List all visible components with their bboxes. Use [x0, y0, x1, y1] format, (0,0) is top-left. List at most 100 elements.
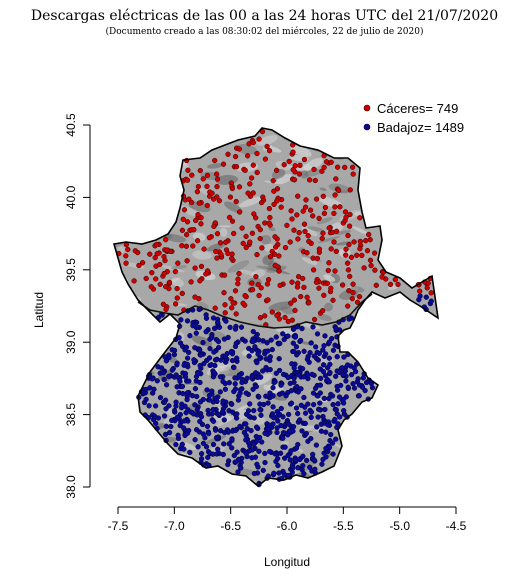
strike-point-caceres: [172, 268, 179, 275]
terrain-shade: [356, 406, 381, 418]
strike-point-badajoz: [214, 451, 220, 457]
strike-point-badajoz: [211, 349, 217, 355]
strike-point-caceres: [157, 281, 163, 288]
strike-point-badajoz: [252, 344, 258, 350]
strike-point-badajoz: [286, 421, 292, 427]
strike-point-badajoz: [293, 405, 300, 411]
strike-point-badajoz: [205, 407, 211, 414]
terrain-shade: [114, 377, 121, 391]
terrain-shade: [124, 416, 144, 425]
terrain-shade: [396, 464, 420, 473]
terrain-shade: [397, 340, 413, 352]
strike-point-caceres: [157, 261, 163, 268]
strike-point-caceres: [135, 249, 141, 256]
strike-point-caceres: [214, 231, 221, 237]
strike-point-caceres: [229, 218, 236, 224]
strike-point-caceres: [266, 148, 273, 154]
strike-point-caceres: [175, 260, 181, 266]
strike-point-badajoz: [238, 324, 245, 330]
strike-point-caceres: [274, 312, 280, 319]
strike-point-caceres: [326, 260, 332, 266]
strike-point-badajoz: [285, 452, 291, 459]
strike-point-caceres: [328, 159, 334, 165]
strike-point-caceres: [214, 183, 220, 190]
terrain-shade: [386, 398, 411, 402]
strike-point-badajoz: [317, 375, 324, 382]
strike-point-caceres: [356, 294, 363, 300]
strike-point-caceres: [357, 215, 363, 221]
strike-point-badajoz: [263, 393, 269, 399]
strike-point-badajoz: [184, 318, 191, 324]
strike-point-badajoz: [320, 456, 326, 463]
y-tick-label: 39.5: [64, 258, 78, 282]
strike-point-badajoz: [319, 461, 325, 467]
strike-point-badajoz: [204, 423, 211, 430]
strike-point-badajoz: [192, 386, 199, 392]
strike-point-badajoz: [280, 331, 286, 337]
strike-point-badajoz: [322, 406, 328, 413]
terrain-shade: [317, 314, 332, 322]
strike-point-badajoz: [270, 393, 276, 399]
strike-point-caceres: [368, 262, 374, 269]
strike-point-badajoz: [280, 414, 286, 420]
strike-point-caceres: [222, 310, 228, 316]
strike-point-badajoz: [274, 429, 280, 436]
strike-point-caceres: [164, 247, 170, 253]
strike-point-badajoz: [237, 423, 243, 430]
strike-point-caceres: [191, 227, 197, 233]
strike-point-caceres: [183, 232, 190, 238]
terrain-shade: [425, 213, 438, 223]
y-tick-label: 40.0: [64, 185, 78, 209]
terrain-shade: [135, 152, 159, 164]
strike-point-badajoz: [161, 399, 167, 406]
strike-point-caceres: [417, 288, 423, 294]
strike-point-badajoz: [256, 337, 262, 343]
strike-point-caceres: [251, 211, 257, 217]
strike-point-badajoz: [288, 400, 295, 406]
strike-point-caceres: [284, 222, 290, 229]
terrain-shade: [192, 250, 212, 260]
terrain-shade: [114, 155, 131, 160]
terrain-shade: [351, 226, 371, 236]
strike-point-badajoz: [355, 376, 361, 382]
legend-marker-badajoz: [363, 123, 371, 131]
strike-point-caceres: [350, 171, 356, 177]
strike-point-caceres: [194, 189, 201, 195]
terrain-shade: [307, 226, 324, 232]
strike-point-badajoz: [311, 457, 317, 463]
strike-point-caceres: [345, 267, 352, 273]
terrain-shade: [430, 324, 438, 337]
strike-point-badajoz: [290, 465, 296, 471]
strike-point-caceres: [203, 271, 209, 277]
strike-point-badajoz: [291, 348, 297, 355]
strike-point-badajoz: [215, 411, 221, 417]
strike-point-caceres: [325, 267, 331, 274]
strike-point-badajoz: [330, 347, 337, 353]
strike-point-caceres: [212, 157, 218, 164]
strike-point-badajoz: [154, 378, 160, 384]
strike-point-badajoz: [363, 379, 370, 386]
terrain-shade: [114, 367, 116, 371]
strike-point-badajoz: [207, 345, 213, 352]
strike-point-caceres: [301, 156, 308, 163]
terrain-shade: [406, 437, 420, 445]
strike-point-caceres: [319, 168, 325, 174]
strike-point-badajoz: [266, 422, 272, 428]
strike-point-badajoz: [217, 428, 224, 434]
strike-point-badajoz: [305, 401, 311, 407]
strike-point-badajoz: [209, 388, 215, 394]
strike-point-caceres: [347, 273, 353, 280]
strike-point-badajoz: [232, 343, 239, 350]
strike-point-caceres: [123, 253, 129, 259]
strike-point-badajoz: [416, 297, 422, 303]
strike-point-caceres: [247, 193, 254, 199]
strike-point-badajoz: [189, 393, 196, 399]
terrain-shade: [116, 366, 128, 374]
strike-point-badajoz: [169, 367, 175, 373]
strike-point-badajoz: [171, 407, 178, 414]
strike-point-badajoz: [140, 390, 146, 396]
strike-point-badajoz: [221, 441, 227, 447]
strike-point-badajoz: [192, 437, 198, 443]
strike-point-caceres: [179, 290, 185, 297]
strike-point-badajoz: [234, 411, 240, 417]
